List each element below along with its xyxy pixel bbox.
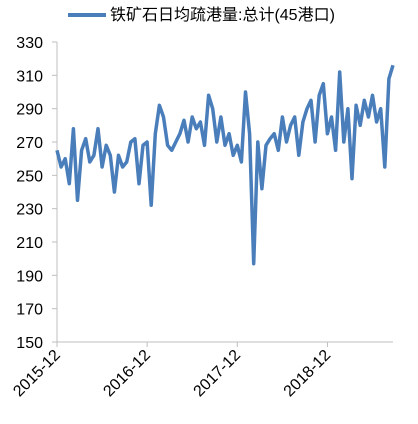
y-tick-label: 170 <box>16 302 43 319</box>
legend-label: 铁矿石日均疏港量:总计(45港口) <box>110 7 335 24</box>
y-tick-label: 310 <box>16 68 43 85</box>
x-tick-label: 2016-12 <box>100 347 154 401</box>
x-tick-label: 2018-12 <box>281 347 335 401</box>
y-tick-label: 190 <box>16 268 43 285</box>
x-tick-label: 2015-12 <box>10 347 64 401</box>
y-tick-label: 270 <box>16 135 43 152</box>
y-tick-label: 250 <box>16 168 43 185</box>
data-line <box>55 64 395 266</box>
y-tick-label: 230 <box>16 202 43 219</box>
x-tick-label: 2017-12 <box>191 347 245 401</box>
y-tick-label: 330 <box>16 35 43 52</box>
y-tick-label: 290 <box>16 102 43 119</box>
y-tick-label: 210 <box>16 235 43 252</box>
y-tick-label: 150 <box>16 335 43 352</box>
